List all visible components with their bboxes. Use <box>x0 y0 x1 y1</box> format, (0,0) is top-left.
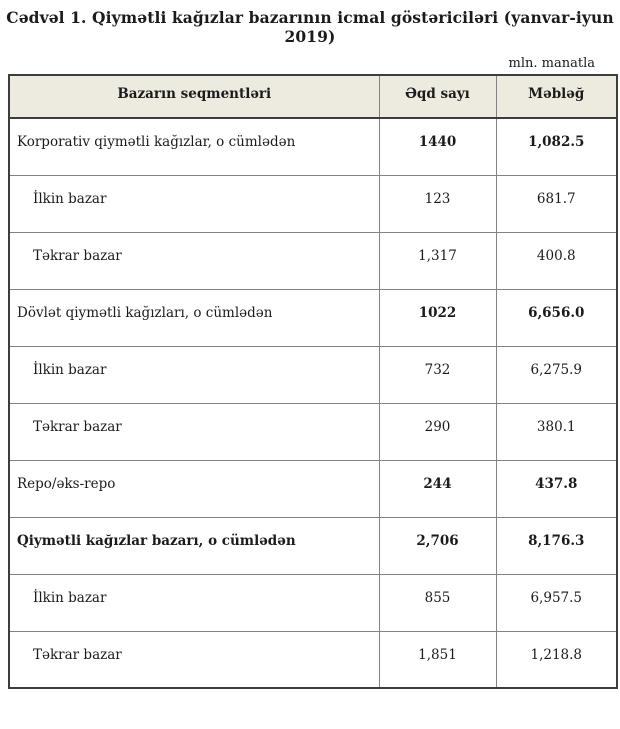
deals-cell: 1022 <box>378 288 497 347</box>
deals-cell: 1,851 <box>378 630 497 689</box>
amount-cell: 8,176.3 <box>495 516 618 575</box>
amount-cell: 6,275.9 <box>495 345 618 404</box>
segment-cell: Təkrar bazar <box>8 231 380 290</box>
deals-cell: 1,317 <box>378 231 497 290</box>
table-row-primary-market: İlkin bazar 123 681.7 <box>8 174 618 233</box>
amount-cell: 6,957.5 <box>495 573 618 632</box>
deals-cell: 1440 <box>378 117 497 176</box>
deals-cell: 290 <box>378 402 497 461</box>
segment-cell: İlkin bazar <box>8 174 380 233</box>
table-row-secondary-market: Təkrar bazar 1,317 400.8 <box>8 231 618 290</box>
segment-cell: Qiymətli kağızlar bazarı, o cümlədən <box>8 516 380 575</box>
segment-cell: Korporativ qiymətli kağızlar, o cümlədən <box>8 117 380 176</box>
deals-cell: 123 <box>378 174 497 233</box>
column-header-segments: Bazarın seqmentləri <box>8 74 380 119</box>
deals-cell: 244 <box>378 459 497 518</box>
table-row-securities-market-total: Qiymətli kağızlar bazarı, o cümlədən 2,7… <box>8 516 618 575</box>
segment-cell: Repo/əks-repo <box>8 459 380 518</box>
amount-cell: 1,218.8 <box>495 630 618 689</box>
table-header-row: Bazarın seqmentləri Əqd sayı Məbləğ <box>8 74 618 119</box>
document-page: Cədvəl 1. Qiymətli kağızlar bazarının ic… <box>0 8 620 729</box>
amount-cell: 380.1 <box>495 402 618 461</box>
segment-cell: Dövlət qiymətli kağızları, o cümlədən <box>8 288 380 347</box>
table-row-secondary-market: Təkrar bazar 290 380.1 <box>8 402 618 461</box>
deals-cell: 732 <box>378 345 497 404</box>
column-header-amount: Məbləğ <box>495 74 618 119</box>
amount-cell: 437.8 <box>495 459 618 518</box>
deals-cell: 855 <box>378 573 497 632</box>
amount-cell: 681.7 <box>495 174 618 233</box>
segment-cell: İlkin bazar <box>8 573 380 632</box>
amount-cell: 400.8 <box>495 231 618 290</box>
segment-cell: Təkrar bazar <box>8 402 380 461</box>
table-row-primary-market: İlkin bazar 855 6,957.5 <box>8 573 618 632</box>
segment-cell: İlkin bazar <box>8 345 380 404</box>
deals-cell: 2,706 <box>378 516 497 575</box>
document-title: Cədvəl 1. Qiymətli kağızlar bazarının ic… <box>6 8 614 46</box>
table-row-corporate-securities: Korporativ qiymətli kağızlar, o cümlədən… <box>8 117 618 176</box>
unit-label: mln. manatla <box>508 56 595 71</box>
table-row-repo: Repo/əks-repo 244 437.8 <box>8 459 618 518</box>
column-header-deal-count: Əqd sayı <box>378 74 497 119</box>
amount-cell: 6,656.0 <box>495 288 618 347</box>
table-row-government-securities: Dövlət qiymətli kağızları, o cümlədən 10… <box>8 288 618 347</box>
table-row-primary-market: İlkin bazar 732 6,275.9 <box>8 345 618 404</box>
table-row-secondary-market: Təkrar bazar 1,851 1,218.8 <box>8 630 618 689</box>
amount-cell: 1,082.5 <box>495 117 618 176</box>
summary-table: Bazarın seqmentləri Əqd sayı Məbləğ Korp… <box>8 74 618 689</box>
segment-cell: Təkrar bazar <box>8 630 380 689</box>
